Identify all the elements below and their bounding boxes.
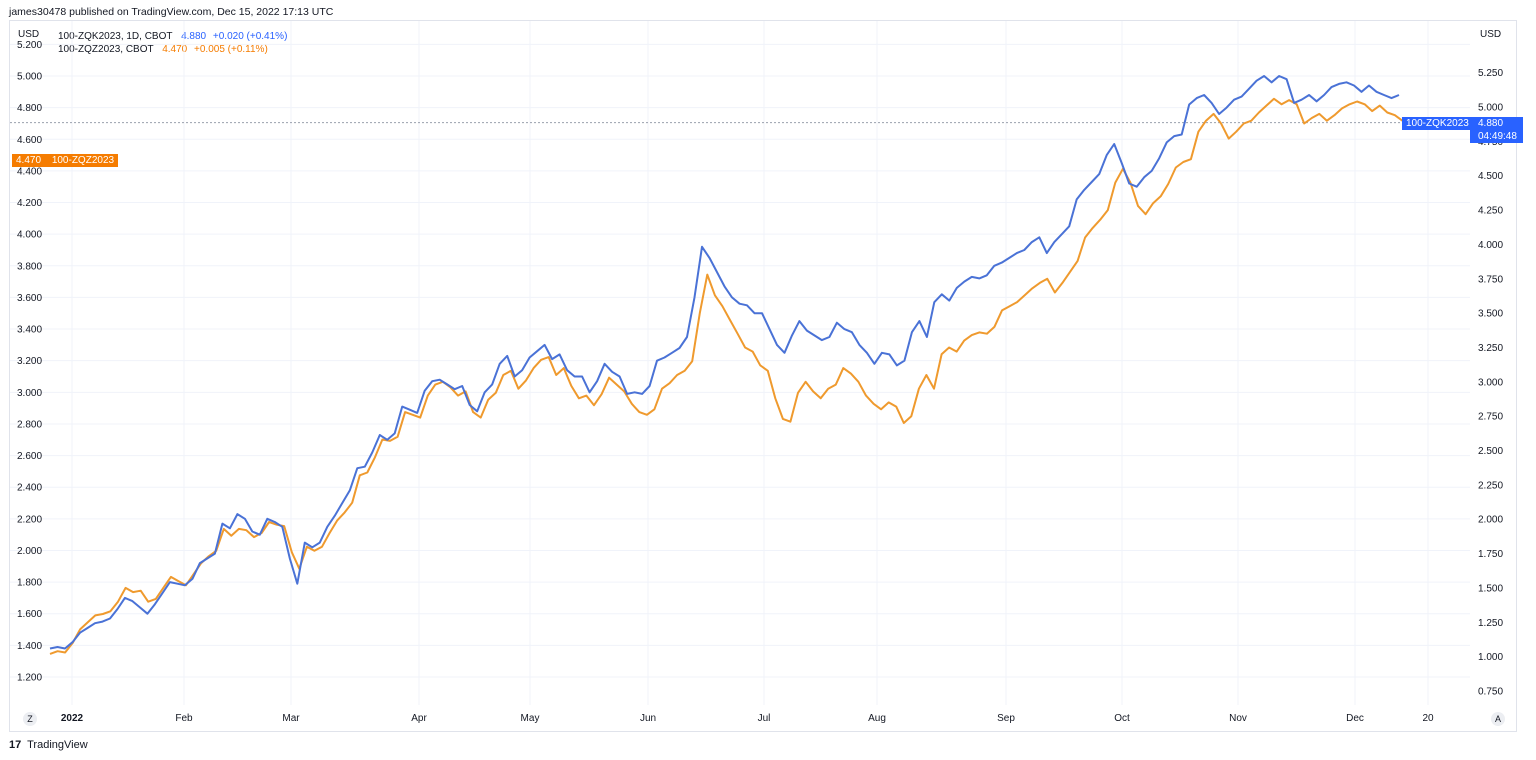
x-axis-tick-label: Mar (282, 713, 300, 724)
legend-series-2[interactable]: 100-ZQZ2023, CBOT 4.470 +0.005 (+0.11%) (58, 44, 268, 55)
left-axis-tick-label: 1.400 (17, 641, 42, 652)
right-axis-tick-label: 5.000 (1478, 103, 1503, 114)
x-axis-tick-label: 2022 (61, 713, 84, 724)
left-axis-tick-label: 1.800 (17, 578, 42, 589)
left-axis-tick-label: 2.600 (17, 451, 42, 462)
right-axis-tick-label: 4.500 (1478, 171, 1503, 182)
right-axis-tick-label: 0.750 (1478, 687, 1503, 698)
left-currency-label: USD (18, 29, 40, 40)
series-2-axis-tag: 4.470 100-ZQZ2023 (12, 154, 119, 167)
left-axis-tick-label: 2.000 (17, 546, 42, 557)
series-2-tag-value: 4.470 (16, 155, 42, 166)
series-2-tag-name: 100-ZQZ2023 (51, 155, 115, 166)
chart-frame (9, 20, 1517, 732)
right-axis-tick-label: 2.000 (1478, 515, 1503, 526)
right-axis-tick-label: 3.500 (1478, 309, 1503, 320)
left-axis-tick-label: 3.400 (17, 325, 42, 336)
x-axis-tick-label: Nov (1229, 713, 1247, 724)
right-axis-tick-label: 3.000 (1478, 377, 1503, 388)
x-axis-tick-label: Sep (997, 713, 1015, 724)
series-1-axis-tag: 4.880 04:49:48 (1470, 117, 1523, 143)
left-axis-tick-label: 2.200 (17, 514, 42, 525)
x-axis-tick-label: Jun (640, 713, 656, 724)
right-currency-label: USD (1480, 29, 1502, 40)
right-axis-tick-label: 4.000 (1478, 240, 1503, 251)
legend-series-1-last: 4.880 (181, 31, 207, 42)
left-axis-tick-label: 4.400 (17, 166, 42, 177)
right-axis-tick-label: 4.250 (1478, 206, 1503, 217)
tradingview-wordmark: TradingView (27, 739, 88, 751)
left-axis-tick-label: 3.200 (17, 356, 42, 367)
legend-series-2-change: +0.005 (+0.11%) (194, 44, 268, 55)
legend-series-1[interactable]: 100-ZQK2023, 1D, CBOT 4.880 +0.020 (+0.4… (58, 31, 287, 42)
publisher-caption: james30478 published on TradingView.com,… (9, 6, 334, 18)
x-axis-tick-label: Dec (1346, 713, 1364, 724)
x-axis-tick-label: Aug (868, 713, 886, 724)
left-axis-tick-label: 4.800 (17, 103, 42, 114)
right-axis-tick-label: 5.250 (1478, 68, 1503, 79)
legend-series-1-meta: 100-ZQK2023, 1D, CBOT (58, 31, 173, 42)
left-axis-tick-label: 4.000 (17, 230, 42, 241)
right-axis-tick-label: 1.500 (1478, 583, 1503, 594)
left-axis-tick-label: 3.800 (17, 261, 42, 272)
legend-series-1-change: +0.020 (+0.41%) (212, 31, 288, 42)
auto-scale-button[interactable]: A (1491, 712, 1505, 726)
left-axis-tick-label: 1.200 (17, 673, 42, 684)
left-axis-tick-label: 2.800 (17, 419, 42, 430)
legend-series-2-last: 4.470 (162, 44, 188, 55)
tradingview-brand[interactable]: 17 TradingView (9, 739, 88, 751)
left-axis-tick-label: 4.200 (17, 198, 42, 209)
left-axis-tick-label: 2.400 (17, 483, 42, 494)
right-axis-tick-label: 2.500 (1478, 446, 1503, 457)
series-1-countdown: 04:49:48 (1478, 131, 1517, 142)
x-axis-tick-label: 20 (1422, 713, 1434, 724)
right-axis-tick-label: 3.250 (1478, 343, 1503, 354)
x-axis-tick-label: Apr (411, 713, 427, 724)
zoom-reset-button[interactable]: Z (23, 712, 37, 726)
right-axis-tick-label: 2.250 (1478, 480, 1503, 491)
right-axis-tick-label: 3.750 (1478, 274, 1503, 285)
tradingview-logo-icon: 17 (9, 739, 22, 751)
x-axis-tick-label: Feb (175, 713, 193, 724)
right-axis-tick-label: 1.750 (1478, 549, 1503, 560)
right-axis-tick-label: 1.250 (1478, 618, 1503, 629)
right-axis-tick-label: 1.000 (1478, 652, 1503, 663)
series-1-tag-value: 4.880 (1478, 118, 1504, 129)
left-axis-tick-label: 3.600 (17, 293, 42, 304)
x-axis-tick-label: May (521, 713, 540, 724)
right-axis-tick-label: 2.750 (1478, 412, 1503, 423)
legend-series-2-meta: 100-ZQZ2023, CBOT (58, 44, 154, 55)
left-axis-tick-label: 5.200 (17, 40, 42, 51)
x-axis-tick-label: Oct (1114, 713, 1130, 724)
left-axis-tick-label: 5.000 (17, 72, 42, 83)
left-axis-tick-label: 1.600 (17, 609, 42, 620)
left-axis-tick-label: 3.000 (17, 388, 42, 399)
x-axis-tick-label: Jul (758, 713, 771, 724)
series-line-100-ZQK2023 (49, 75, 1400, 650)
left-axis-tick-label: 4.600 (17, 135, 42, 146)
series-1-name-tag: 100-ZQK2023 (1402, 117, 1473, 130)
series-line-100-ZQZ2023 (49, 97, 1411, 655)
